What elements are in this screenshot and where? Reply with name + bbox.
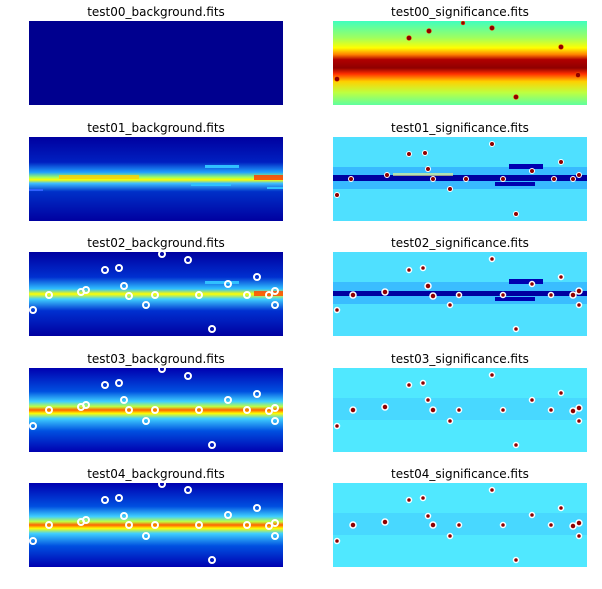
significance-map-panel [333,252,587,336]
panel-title: test03_significance.fits [391,352,529,366]
background-map-panel [29,252,283,336]
background-map-panel [29,21,283,105]
background-map-image [29,252,283,336]
significance-map-panel [333,137,587,221]
significance-map-image [333,368,587,452]
panel-title: test04_background.fits [87,467,225,481]
background-map-image [29,368,283,452]
panel-title: test00_background.fits [87,5,225,19]
background-map-image [29,21,283,105]
significance-map-image [333,252,587,336]
panel-title: test02_background.fits [87,236,225,250]
background-map-image [29,483,283,567]
background-map-panel [29,483,283,567]
panel-title: test02_significance.fits [391,236,529,250]
panel-title: test03_background.fits [87,352,225,366]
significance-map-image [333,137,587,221]
significance-map-image [333,483,587,567]
background-map-image [29,137,283,221]
panel-title: test01_background.fits [87,121,225,135]
panel-title: test01_significance.fits [391,121,529,135]
background-map-panel [29,137,283,221]
panel-title: test04_significance.fits [391,467,529,481]
significance-map-image [333,21,587,105]
panel-title: test00_significance.fits [391,5,529,19]
significance-map-panel [333,483,587,567]
significance-map-panel [333,21,587,105]
significance-map-panel [333,368,587,452]
background-map-panel [29,368,283,452]
